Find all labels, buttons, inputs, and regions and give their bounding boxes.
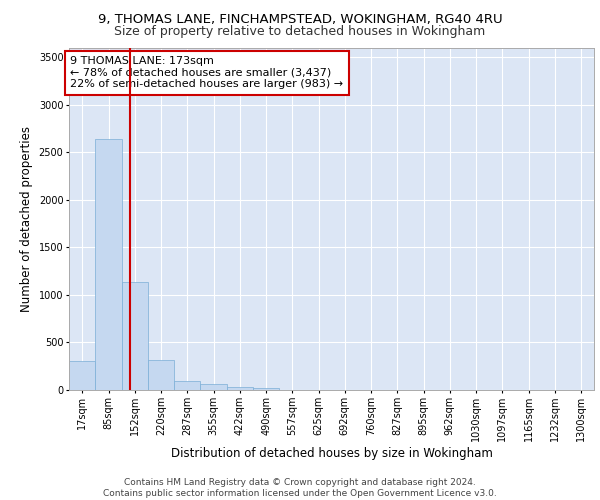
Text: 9, THOMAS LANE, FINCHAMPSTEAD, WOKINGHAM, RG40 4RU: 9, THOMAS LANE, FINCHAMPSTEAD, WOKINGHAM… <box>98 12 502 26</box>
Bar <box>253 388 280 390</box>
Y-axis label: Number of detached properties: Number of detached properties <box>20 126 33 312</box>
Text: 9 THOMAS LANE: 173sqm
← 78% of detached houses are smaller (3,437)
22% of semi-d: 9 THOMAS LANE: 173sqm ← 78% of detached … <box>70 56 343 90</box>
Bar <box>200 384 227 390</box>
Text: Size of property relative to detached houses in Wokingham: Size of property relative to detached ho… <box>115 25 485 38</box>
Text: Contains HM Land Registry data © Crown copyright and database right 2024.
Contai: Contains HM Land Registry data © Crown c… <box>103 478 497 498</box>
Bar <box>121 282 148 390</box>
Bar <box>69 362 95 390</box>
X-axis label: Distribution of detached houses by size in Wokingham: Distribution of detached houses by size … <box>170 446 493 460</box>
Bar <box>227 387 253 390</box>
Bar <box>95 139 122 390</box>
Bar <box>148 360 175 390</box>
Bar <box>174 382 200 390</box>
